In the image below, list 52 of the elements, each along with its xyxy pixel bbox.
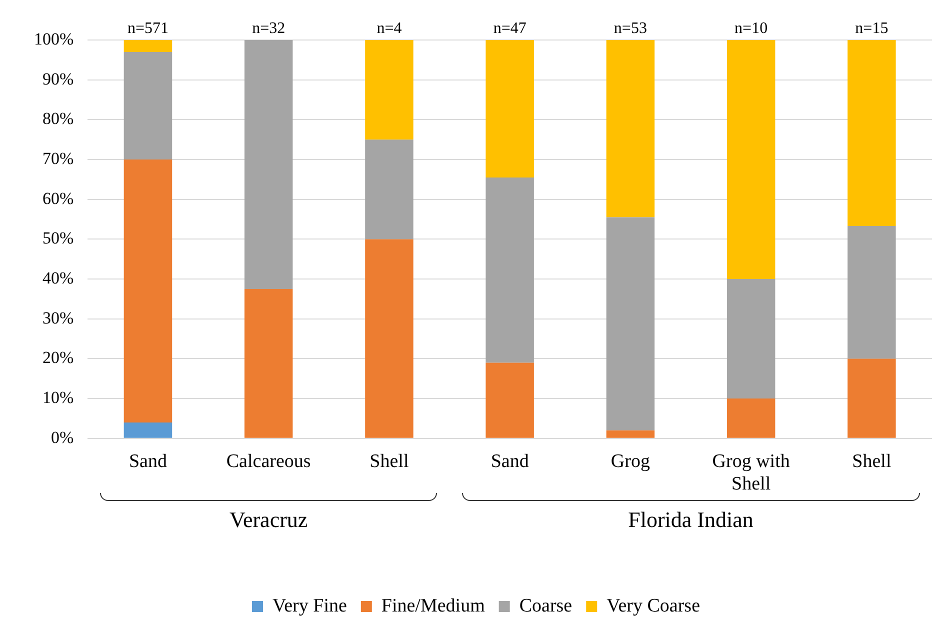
- text: n=15: [855, 20, 888, 38]
- text: n=32: [252, 20, 286, 38]
- bar: [726, 279, 776, 399]
- bar: [365, 40, 414, 140]
- bar: [606, 217, 655, 430]
- y-tick-label: 40%: [42, 268, 74, 288]
- y-tick-label: 30%: [42, 308, 74, 328]
- text: Florida Indian: [628, 507, 754, 532]
- text: Veracruz: [230, 507, 308, 532]
- bar: [848, 226, 896, 359]
- legend-label: Very Fine: [272, 595, 347, 616]
- bar: [726, 398, 776, 438]
- x-tick-label: Grog with Shell: [712, 450, 790, 495]
- x-tick-label: Sand: [128, 450, 168, 472]
- text: n=4: [376, 20, 402, 38]
- y-tick-label: 0%: [50, 428, 74, 447]
- y-tick-label: 20%: [42, 348, 74, 368]
- bar: [486, 40, 534, 178]
- y-tick-label: 100%: [34, 29, 74, 48]
- x-tick-label: Calcareous: [226, 450, 311, 472]
- y-tick-label: 90%: [42, 69, 74, 88]
- text: n=10: [734, 20, 768, 38]
- bar: [124, 160, 172, 422]
- bar: [606, 430, 655, 438]
- bar: [848, 40, 896, 226]
- bar: [244, 40, 293, 289]
- text: n=53: [614, 20, 647, 38]
- x-tick-label: Shell: [370, 450, 409, 472]
- legend-label: Very Coarse: [606, 595, 700, 616]
- bar: [848, 358, 896, 438]
- y-tick-label: 50%: [42, 228, 74, 248]
- legend-label: Fine/Medium: [381, 595, 486, 616]
- text: n=571: [127, 20, 168, 38]
- text: n=47: [493, 20, 526, 38]
- bar: [606, 40, 655, 218]
- bar: [365, 140, 414, 240]
- x-tick-label: Shell: [852, 450, 892, 472]
- x-tick-label: Grog: [610, 450, 650, 472]
- bar: [726, 40, 776, 280]
- y-tick-label: 80%: [42, 109, 74, 128]
- y-tick-label: 70%: [42, 148, 74, 168]
- y-tick-label: 10%: [42, 388, 74, 408]
- bar: [244, 289, 293, 438]
- bar: [124, 52, 172, 160]
- legend-label: Coarse: [519, 595, 572, 616]
- bar: [124, 40, 172, 52]
- bar: [365, 239, 414, 438]
- x-tick-label: Sand: [490, 450, 530, 472]
- bar: [124, 422, 172, 438]
- bar: [486, 362, 534, 438]
- y-tick-label: 60%: [42, 188, 74, 208]
- bar: [486, 177, 534, 363]
